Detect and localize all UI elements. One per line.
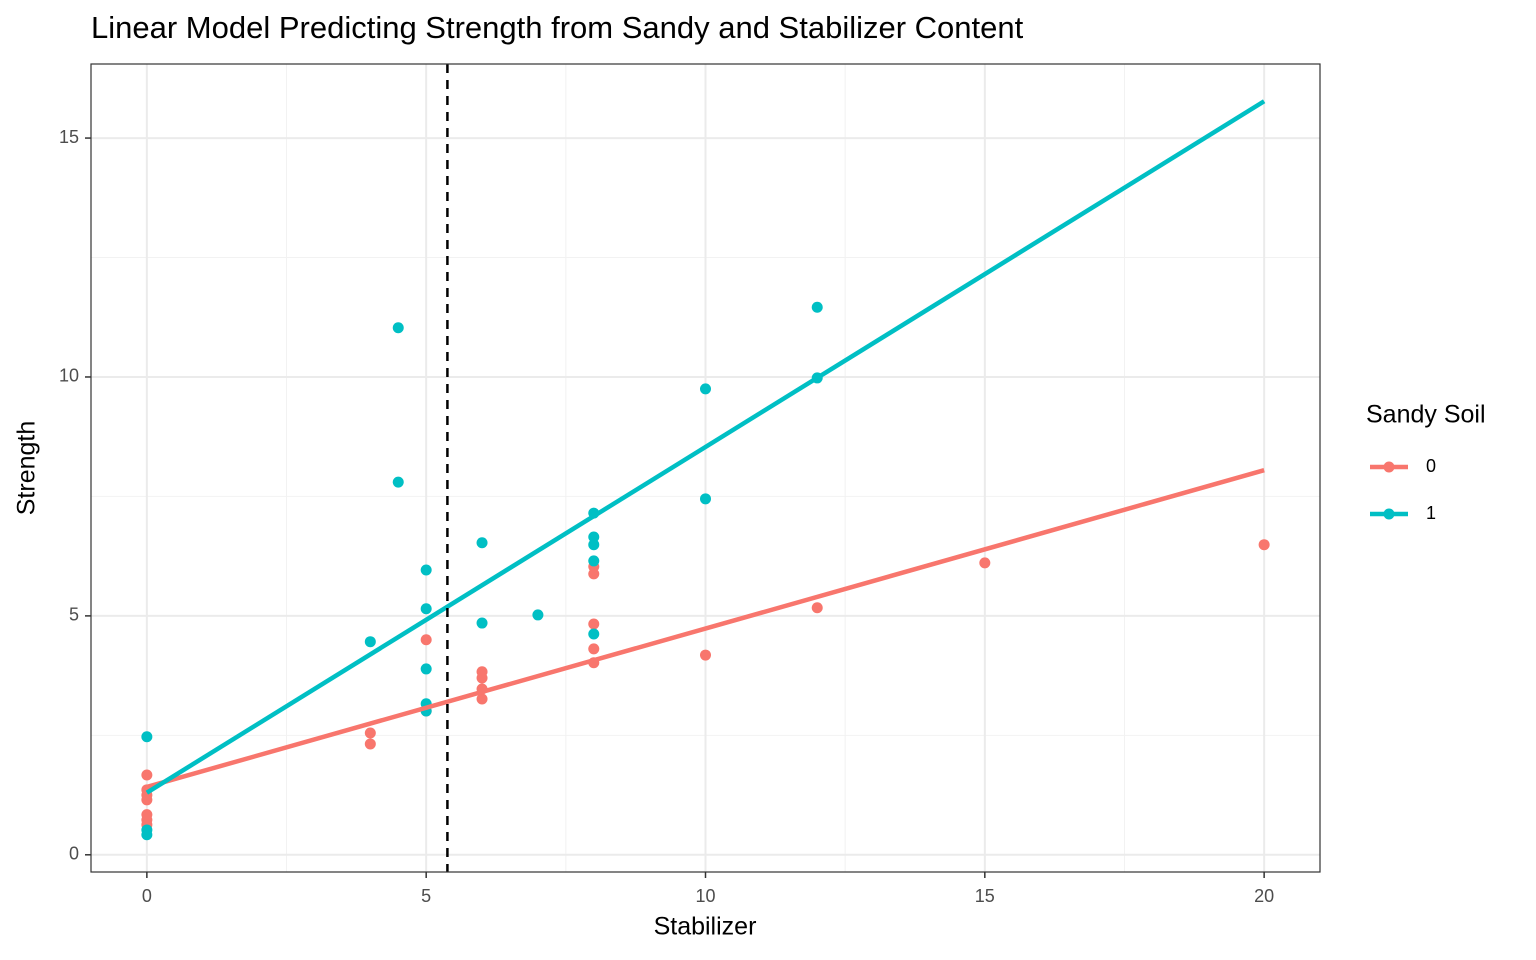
x-tick-label: 0 <box>142 886 152 906</box>
data-point <box>392 476 404 488</box>
data-point <box>588 628 600 640</box>
fit-line <box>145 99 1266 795</box>
data-point <box>588 531 600 543</box>
data-point <box>1258 539 1270 551</box>
data-point <box>364 727 376 739</box>
y-tick-label: 15 <box>59 127 79 147</box>
x-tick-label: 15 <box>975 886 995 906</box>
x-tick-label: 20 <box>1254 886 1274 906</box>
y-tick-label: 10 <box>59 366 79 386</box>
data-point <box>588 618 600 630</box>
data-point <box>700 649 711 661</box>
data-point <box>588 555 600 567</box>
data-point <box>364 738 376 750</box>
data-point <box>420 603 432 615</box>
x-axis-label: Stabilizer <box>654 913 757 941</box>
data-point <box>476 537 488 549</box>
legend-label: 0 <box>1426 456 1436 476</box>
data-point <box>588 539 600 551</box>
x-tick-label: 10 <box>695 886 715 906</box>
y-axis-label: Strength <box>13 421 41 516</box>
legend-title: Sandy Soil <box>1366 401 1486 429</box>
data-point <box>141 829 153 841</box>
legend-label: 1 <box>1426 503 1436 523</box>
data-point <box>476 617 488 629</box>
fit-line <box>146 467 1265 790</box>
data-point <box>700 383 711 395</box>
data-point <box>700 493 711 505</box>
panel-border <box>90 63 1321 873</box>
data-point <box>811 301 823 313</box>
y-tick-label: 0 <box>69 844 79 864</box>
legend-key-point <box>1383 461 1395 473</box>
data-point <box>141 769 153 781</box>
data-point <box>420 564 432 576</box>
data-point <box>588 643 600 655</box>
legend-key-point <box>1383 508 1395 520</box>
data-point <box>364 636 376 648</box>
data-point <box>141 731 153 743</box>
data-point <box>392 322 404 334</box>
data-point <box>811 602 823 614</box>
data-point <box>420 634 432 646</box>
x-tick-label: 5 <box>421 886 431 906</box>
data-point <box>141 794 153 806</box>
chart-title: Linear Model Predicting Strength from Sa… <box>91 10 1024 45</box>
y-tick-label: 5 <box>69 605 79 625</box>
data-point <box>420 663 432 675</box>
data-point <box>532 609 544 621</box>
data-point <box>476 672 488 684</box>
data-point <box>979 557 991 569</box>
data-point <box>476 693 488 705</box>
